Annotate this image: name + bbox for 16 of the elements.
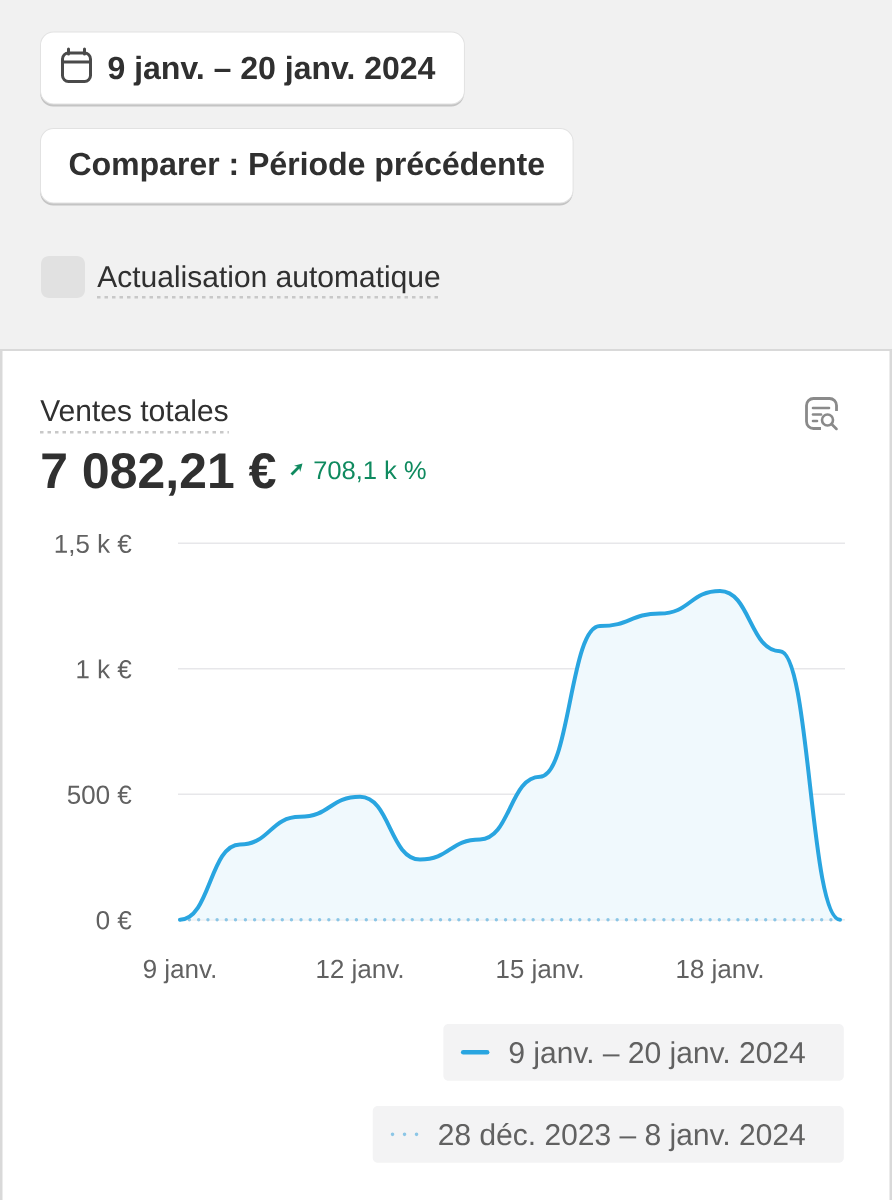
text: Comparer : Période précédente	[69, 151, 544, 182]
x-tick-label: 9 janv.	[143, 959, 215, 984]
text: 708,1 k %	[314, 460, 426, 483]
y-tick-label: 500 €	[67, 785, 132, 804]
x-tick-label: 12 janv.	[317, 959, 403, 984]
chart-title: Ventes totales	[40, 399, 228, 422]
x-tick-label: 18 janv.	[677, 959, 763, 984]
legend-label: 28 déc. 2023 – 8 janv. 2024	[439, 1122, 805, 1152]
chart-subtitle: 7 082,21 €	[42, 453, 276, 496]
x-tick-label: 15 janv.	[497, 959, 583, 984]
text: 9 janv. – 20 janv. 2024	[108, 55, 436, 86]
y-tick-label: 0 €	[96, 911, 132, 930]
legend-label: 9 janv. – 20 janv. 2024	[509, 1041, 805, 1070]
y-tick-label: 1,5 k €	[55, 533, 132, 557]
text: Actualisation automatique	[97, 265, 440, 294]
y-tick-label: 1 k €	[77, 659, 132, 679]
